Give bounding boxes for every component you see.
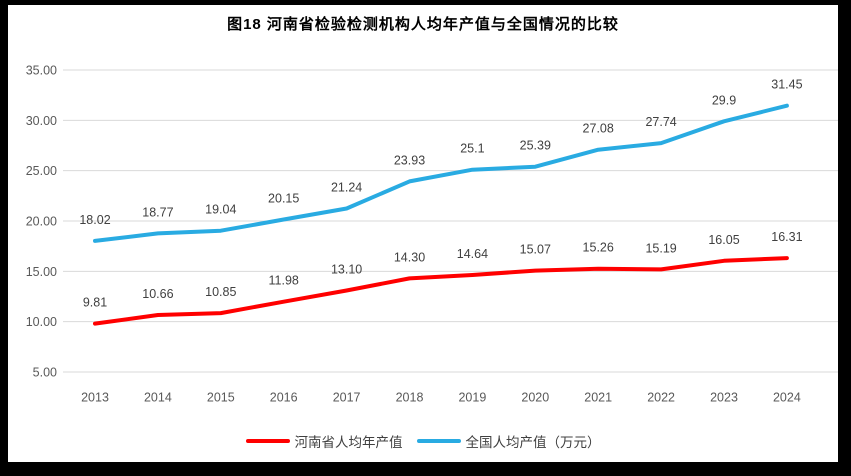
line-chart-canvas: 35.00 30.00 25.00 20.00 15.00 10.00 5.00 2013 20…	[26, 64, 838, 405]
x-tick-label: 2014	[144, 391, 172, 405]
x-tick-label: 2016	[270, 391, 298, 405]
data-label: 15.19	[645, 241, 676, 255]
x-tick-label: 2022	[647, 391, 675, 405]
x-tick-label: 2024	[773, 391, 801, 405]
data-label: 14.64	[457, 247, 488, 261]
data-label: 25.1	[460, 142, 484, 156]
data-label: 27.08	[583, 122, 614, 136]
data-label: 20.15	[268, 191, 299, 205]
data-label: 23.93	[394, 153, 425, 167]
data-label: 18.02	[79, 213, 110, 227]
x-tick-label: 2020	[521, 391, 549, 405]
series-line	[93, 256, 789, 326]
data-label: 13.10	[331, 262, 362, 276]
y-tick-label: 5.00	[33, 366, 57, 380]
x-tick-label: 2018	[396, 391, 424, 405]
data-label: 9.81	[83, 296, 107, 310]
y-tick-label: 35.00	[26, 64, 57, 78]
data-label: 10.85	[205, 285, 236, 299]
x-tick-label: 2015	[207, 391, 235, 405]
y-tick-label: 20.00	[26, 215, 57, 229]
data-label: 18.77	[142, 205, 173, 219]
data-label: 27.74	[645, 115, 676, 129]
chart-plot-background: 图18 河南省检验检测机构人均年产值与全国情况的比较 35.00 30.00 25.…	[8, 5, 838, 462]
legend-label-henan: 河南省人均年产值	[294, 435, 403, 450]
data-label: 21.24	[331, 181, 362, 195]
x-tick-label: 2017	[333, 391, 361, 405]
data-label: 19.04	[205, 203, 236, 217]
y-tick-label: 15.00	[26, 265, 57, 279]
chart-title: 图18 河南省检验检测机构人均年产值与全国情况的比较	[227, 16, 619, 33]
y-tick-label: 25.00	[26, 164, 57, 178]
data-label: 15.26	[583, 241, 614, 255]
data-label: 16.05	[708, 233, 739, 247]
x-tick-label: 2021	[584, 391, 612, 405]
data-label: 25.39	[520, 139, 551, 153]
data-label: 11.98	[269, 274, 299, 288]
data-label: 10.66	[142, 287, 173, 301]
series-line	[93, 103, 789, 243]
legend-item-national: 全国人均产值（万元）	[416, 431, 601, 451]
data-label: 29.9	[712, 93, 736, 107]
henan-series-swatch	[245, 439, 290, 443]
data-label: 31.45	[771, 78, 802, 92]
x-tick-label: 2019	[458, 391, 486, 405]
y-tick-label: 10.00	[26, 315, 57, 329]
data-label: 15.07	[520, 243, 551, 257]
data-label: 16.31	[771, 230, 802, 244]
y-tick-label: 30.00	[26, 114, 57, 128]
national-series-swatch	[416, 439, 461, 443]
chart-legend: 河南省人均年产值 全国人均产值（万元）	[8, 431, 838, 451]
x-tick-label: 2013	[81, 391, 109, 405]
data-label: 14.30	[394, 250, 425, 264]
legend-label-national: 全国人均产值（万元）	[465, 435, 601, 450]
legend-item-henan: 河南省人均年产值	[245, 431, 403, 451]
x-tick-label: 2023	[710, 391, 738, 405]
